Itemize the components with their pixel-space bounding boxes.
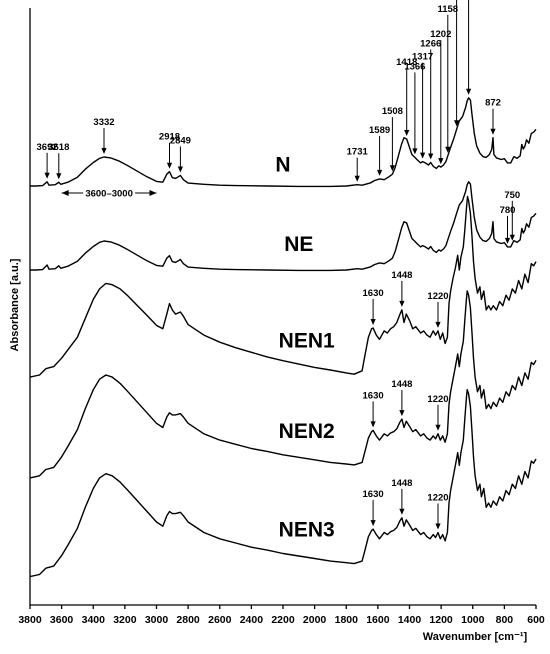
peak-label: 872 <box>485 98 501 109</box>
series-label-nen1: NEN1 <box>279 330 335 353</box>
range-label-bg <box>83 187 136 199</box>
x-tick-label: 1000 <box>461 614 485 626</box>
series-line-nen1 <box>29 195 537 378</box>
peak-label: 1448 <box>391 478 412 489</box>
peak-label: 1202 <box>430 29 451 40</box>
series-label-ne: NE <box>284 233 313 256</box>
range-arrow-right <box>149 190 157 196</box>
peak-arrowhead <box>420 152 426 159</box>
series-labels: N NE NEN1 NEN2 NEN3 <box>275 153 335 541</box>
peak-arrowhead <box>454 120 460 127</box>
x-tick-label: 3200 <box>113 614 137 626</box>
peak-arrowhead <box>370 421 376 428</box>
peak-arrowhead <box>354 175 360 182</box>
series-label-n: N <box>275 153 290 176</box>
peak-label: 1630 <box>363 288 384 299</box>
spectra-curves <box>29 97 537 578</box>
series-label-nen3: NEN3 <box>279 519 335 542</box>
peak-arrowhead <box>377 169 383 176</box>
peak-label: 750 <box>504 190 520 201</box>
x-tick-label: 1600 <box>366 614 390 626</box>
series-line-n <box>30 97 537 188</box>
peak-arrowhead <box>445 146 451 153</box>
peak-arrowhead <box>435 523 441 530</box>
y-axis-title: Absorbance [a.u.] <box>9 258 21 351</box>
peak-arrowhead <box>370 319 376 325</box>
peak-label: 1317 <box>412 52 433 63</box>
range-arrow-left <box>61 190 69 196</box>
peak-label: 2849 <box>170 136 191 147</box>
peak-arrowhead <box>177 166 183 173</box>
peak-label: 1448 <box>391 270 412 281</box>
peak-label: 1266 <box>420 39 441 50</box>
x-tick-label: 2600 <box>208 614 232 626</box>
peak-label: 1731 <box>347 147 369 158</box>
x-tick-label: 1800 <box>335 614 359 626</box>
peak-arrowhead <box>509 234 515 241</box>
x-tick-label: 3800 <box>18 614 42 626</box>
x-tick-label: 2000 <box>303 614 327 626</box>
peak-label: 1630 <box>363 489 384 500</box>
range-label: 3600–3000 <box>85 189 133 200</box>
peak-arrowhead <box>428 153 434 160</box>
peak-arrowhead <box>404 130 410 136</box>
peak-arrowhead <box>399 300 405 307</box>
axes <box>29 8 536 606</box>
peak-label: 1220 <box>427 493 448 504</box>
series-line-nen3 <box>29 389 537 578</box>
x-tick-label: 3000 <box>145 614 169 626</box>
series-line-ne <box>30 181 537 272</box>
peak-arrowhead <box>101 148 107 154</box>
peak-label: 3692 <box>37 142 58 153</box>
peak-label: 1630 <box>363 390 384 401</box>
series-line-nen2 <box>29 290 537 479</box>
peak-label: 1589 <box>369 125 390 136</box>
x-tick-label: 600 <box>527 614 545 626</box>
x-tick-label: 1400 <box>398 614 422 626</box>
peak-arrowhead <box>56 173 62 180</box>
peak-arrowhead <box>399 508 405 515</box>
peak-arrowhead <box>166 162 173 169</box>
peak-arrowhead <box>412 148 418 155</box>
peak-label: 1366 <box>404 61 425 72</box>
x-tick-label: 1200 <box>429 614 453 626</box>
x-tick-label: 2200 <box>271 614 295 626</box>
x-axis-title: Wavenumber [cm⁻¹] <box>423 631 528 643</box>
x-tick-label: 3400 <box>82 614 106 626</box>
peak-label: 1220 <box>427 291 448 302</box>
peak-arrowhead <box>389 165 395 172</box>
peak-label: 1448 <box>391 379 412 390</box>
peak-label: 1508 <box>382 106 403 117</box>
x-tick-label: 2400 <box>240 614 264 626</box>
peak-arrowhead <box>44 172 50 179</box>
x-tick-label: 2800 <box>176 614 200 626</box>
peak-label: 3618 <box>48 142 69 153</box>
peak-label: 1158 <box>437 4 458 15</box>
peak-arrowhead <box>504 237 511 244</box>
peak-label: 1220 <box>427 394 448 405</box>
peak-arrowhead <box>435 321 441 328</box>
peak-arrowhead <box>435 424 441 431</box>
series-label-nen2: NEN2 <box>279 420 335 443</box>
peak-arrowhead <box>490 128 496 135</box>
peak-label: 1418 <box>396 57 417 68</box>
range-annotation: 3600–3000 <box>61 187 157 200</box>
x-tick-label: 3600 <box>50 614 74 626</box>
peak-arrowhead <box>466 88 472 95</box>
x-tick-labels: 3800 3600 3400 3200 3000 2800 2600 2400 2200 2000… <box>18 605 545 626</box>
x-tick-label: 800 <box>496 614 514 626</box>
peak-arrowhead <box>438 158 444 165</box>
peak-arrowhead <box>370 520 376 527</box>
peak-label: 2918 <box>159 132 180 143</box>
peak-label: 3332 <box>93 117 114 128</box>
peak-arrowhead <box>399 410 405 417</box>
peak-label: 780 <box>500 205 516 216</box>
